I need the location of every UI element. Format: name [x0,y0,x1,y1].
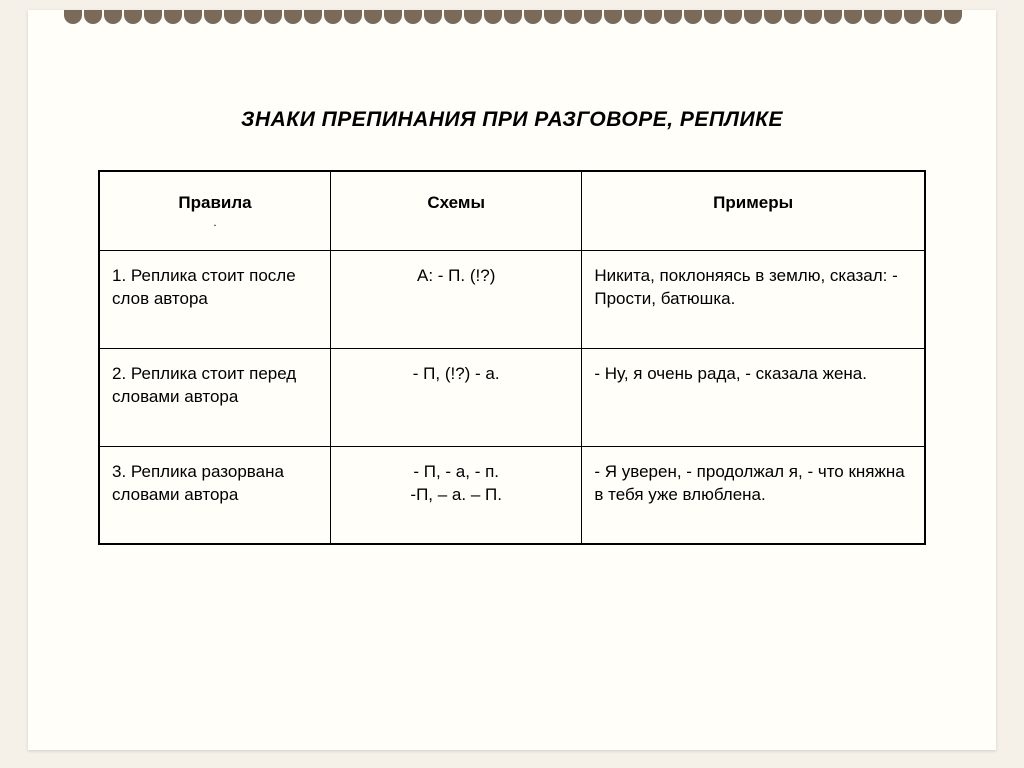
cell-rule: 3. Реплика разорвана словами автора [99,446,331,544]
col-header-rules-label: Правила [178,193,251,212]
table-row: 3. Реплика разорвана словами автора - П,… [99,446,925,544]
cell-scheme: А: - П. (!?) [331,250,582,348]
cell-rule: 2. Реплика стоит перед словами автора [99,348,331,446]
cell-example: Никита, поклоняясь в землю, сказал: - Пр… [582,250,925,348]
spiral-binding [28,10,996,30]
cell-example: - Я уверен, - продолжал я, - что княжна … [582,446,925,544]
table-header-row: Правила . Схемы Примеры [99,171,925,250]
col-header-rules: Правила . [99,171,331,250]
cell-example: - Ну, я очень рада, - сказала жена. [582,348,925,446]
cell-scheme: - П, - а, - п.-П, – а. – П. [331,446,582,544]
col-header-schemes: Схемы [331,171,582,250]
page-title: ЗНАКИ ПРЕПИНАНИЯ ПРИ РАЗГОВОРЕ, РЕПЛИКЕ [28,108,996,132]
punctuation-table: Правила . Схемы Примеры 1. Реплика стоит… [98,170,926,545]
page-sheet: ЗНАКИ ПРЕПИНАНИЯ ПРИ РАЗГОВОРЕ, РЕПЛИКЕ … [28,10,996,750]
table-row: 1. Реплика стоит после слов автора А: - … [99,250,925,348]
table-row: 2. Реплика стоит перед словами автора - … [99,348,925,446]
cell-rule: 1. Реплика стоит после слов автора [99,250,331,348]
col-header-examples: Примеры [582,171,925,250]
header-mark: . [112,219,318,230]
cell-scheme: - П, (!?) - а. [331,348,582,446]
